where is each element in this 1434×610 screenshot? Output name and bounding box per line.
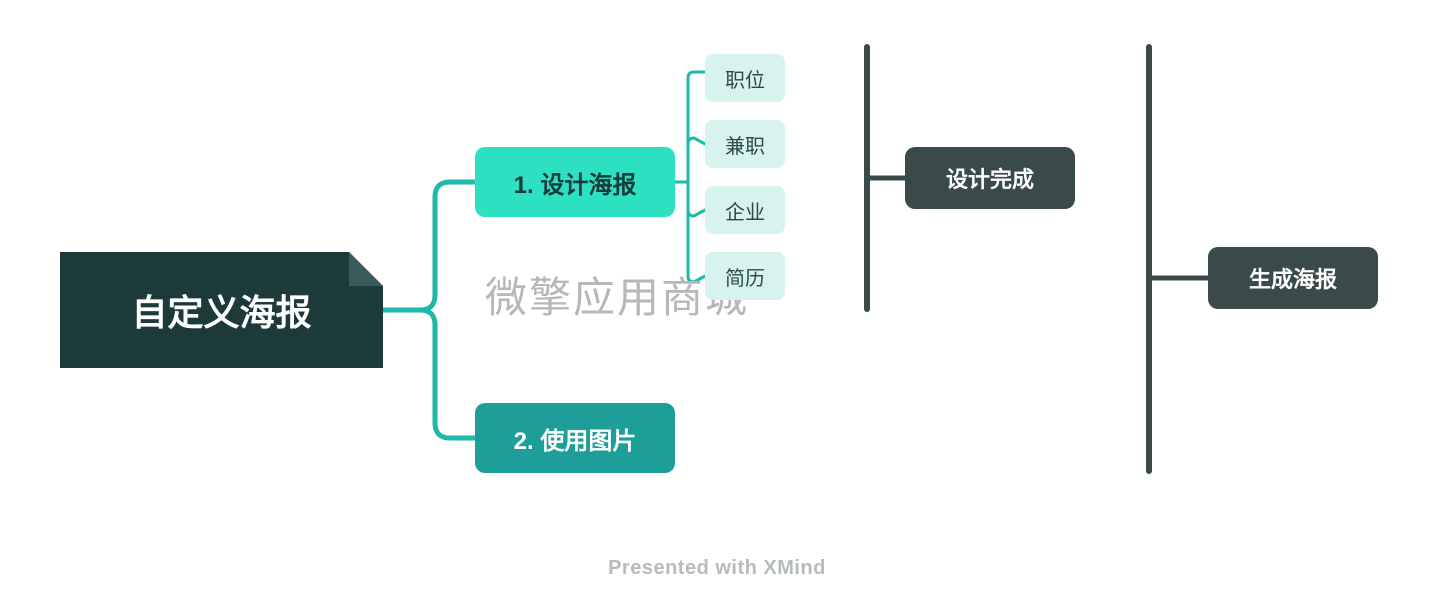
node-label: 设计完成 bbox=[946, 162, 1034, 194]
node-use-image[interactable]: 2. 使用图片 bbox=[475, 403, 675, 473]
node-label: 企业 bbox=[725, 196, 765, 225]
node-label: 2. 使用图片 bbox=[514, 421, 637, 456]
node-resume[interactable]: 简历 bbox=[705, 252, 785, 300]
node-label: 职位 bbox=[725, 64, 765, 93]
node-label: 简历 bbox=[725, 262, 765, 291]
separator-bar-1 bbox=[864, 44, 870, 312]
node-label: 1. 设计海报 bbox=[514, 165, 637, 200]
node-position[interactable]: 职位 bbox=[705, 54, 785, 102]
node-generate-poster[interactable]: 生成海报 bbox=[1208, 247, 1378, 309]
node-label: 生成海报 bbox=[1249, 262, 1337, 294]
root-label: 自定义海报 bbox=[131, 284, 311, 336]
node-parttime[interactable]: 兼职 bbox=[705, 120, 785, 168]
root-node[interactable]: 自定义海报 bbox=[60, 252, 383, 368]
node-design-complete[interactable]: 设计完成 bbox=[905, 147, 1075, 209]
separator-bar-2 bbox=[1146, 44, 1152, 474]
node-company[interactable]: 企业 bbox=[705, 186, 785, 234]
node-label: 兼职 bbox=[725, 130, 765, 159]
mindmap-canvas: 微擎应用商城 自定义海报 1. 设计海报 2. 使用图片 职位 兼职 企业 简历… bbox=[0, 0, 1434, 610]
footer-credit: Presented with XMind bbox=[0, 557, 1434, 580]
node-design-poster[interactable]: 1. 设计海报 bbox=[475, 147, 675, 217]
